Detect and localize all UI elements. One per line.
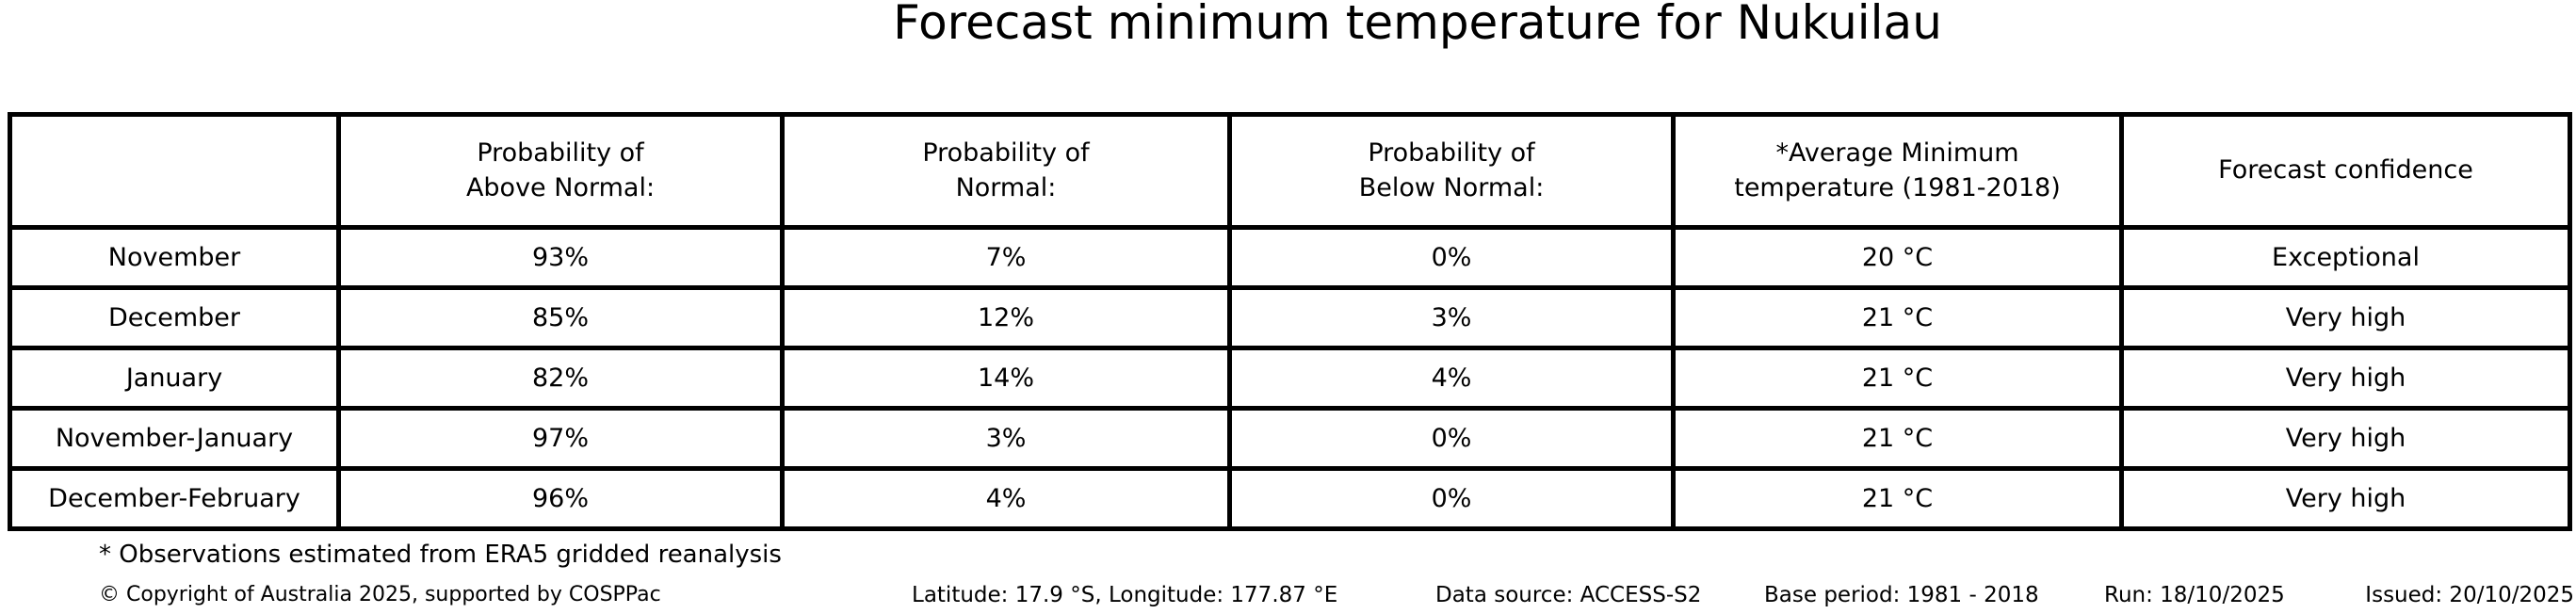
issued-date-text: Issued: 20/10/2025 [2365, 583, 2574, 607]
prob-above-cell: 96% [336, 466, 785, 531]
forecast-table: Probability of Above Normal: Probability… [8, 112, 2572, 531]
avg-min-temp-cell: 21 °C [1671, 346, 2124, 411]
row-label: December [8, 285, 341, 350]
table-row-december-february: December-February 96% 4% 0% 21 °C Very h… [8, 466, 2572, 531]
avg-min-temp-cell: 21 °C [1671, 406, 2124, 471]
avg-min-temp-cell: 21 °C [1671, 466, 2124, 531]
table-row-november: November 93% 7% 0% 20 °C Exceptional [8, 225, 2572, 290]
prob-normal-cell: 3% [780, 406, 1232, 471]
run-date-text: Run: 18/10/2025 [2104, 583, 2285, 607]
data-source-text: Data source: ACCESS-S2 [1435, 583, 1702, 607]
location-text: Latitude: 17.9 °S, Longitude: 177.87 °E [912, 583, 1338, 607]
prob-below-cell: 0% [1227, 225, 1676, 290]
prob-normal-cell: 4% [780, 466, 1232, 531]
row-label: November [8, 225, 341, 290]
prob-normal-cell: 14% [780, 346, 1232, 411]
avg-min-temp-cell: 21 °C [1671, 285, 2124, 350]
column-header-forecast-confidence: Forecast confidence [2119, 112, 2572, 230]
forecast-confidence-cell: Very high [2119, 346, 2572, 411]
forecast-confidence-cell: Exceptional [2119, 225, 2572, 290]
column-header-average-min-temp: *Average Minimum temperature (1981-2018) [1671, 112, 2124, 230]
prob-above-cell: 85% [336, 285, 785, 350]
prob-below-cell: 0% [1227, 406, 1676, 471]
row-label: December-February [8, 466, 341, 531]
copyright-text: © Copyright of Australia 2025, supported… [99, 583, 661, 606]
forecast-confidence-cell: Very high [2119, 406, 2572, 471]
column-header-above-normal: Probability of Above Normal: [336, 112, 785, 230]
prob-above-cell: 97% [336, 406, 785, 471]
prob-normal-cell: 7% [780, 225, 1232, 290]
prob-below-cell: 3% [1227, 285, 1676, 350]
table-header-row: Probability of Above Normal: Probability… [8, 112, 2572, 230]
column-header-below-normal: Probability of Below Normal: [1227, 112, 1676, 230]
forecast-confidence-cell: Very high [2119, 466, 2572, 531]
base-period-text: Base period: 1981 - 2018 [1764, 583, 2039, 607]
page-title: Forecast minimum temperature for Nukuila… [893, 0, 1942, 50]
forecast-confidence-cell: Very high [2119, 285, 2572, 350]
column-header-normal: Probability of Normal: [780, 112, 1232, 230]
table-row-january: January 82% 14% 4% 21 °C Very high [8, 346, 2572, 411]
era5-footnote: * Observations estimated from ERA5 gridd… [99, 541, 782, 569]
prob-normal-cell: 12% [780, 285, 1232, 350]
row-label: January [8, 346, 341, 411]
prob-above-cell: 82% [336, 346, 785, 411]
table-row-december: December 85% 12% 3% 21 °C Very high [8, 285, 2572, 350]
prob-below-cell: 4% [1227, 346, 1676, 411]
avg-min-temp-cell: 20 °C [1671, 225, 2124, 290]
table-row-november-january: November-January 97% 3% 0% 21 °C Very hi… [8, 406, 2572, 471]
prob-above-cell: 93% [336, 225, 785, 290]
blank-corner-cell [8, 112, 341, 230]
row-label: November-January [8, 406, 341, 471]
prob-below-cell: 0% [1227, 466, 1676, 531]
